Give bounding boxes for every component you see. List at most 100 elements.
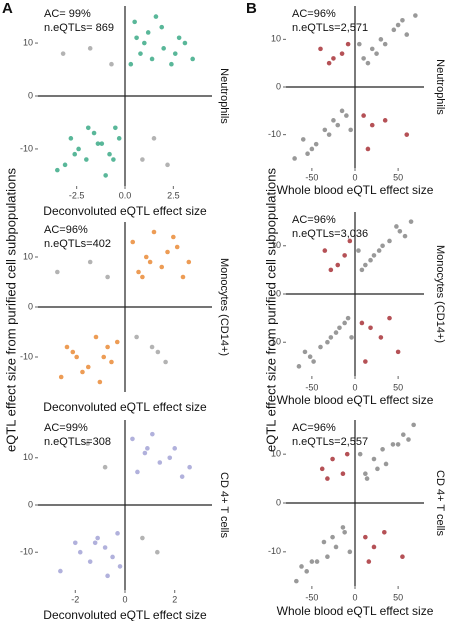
point [363, 262, 368, 268]
point [135, 469, 140, 475]
point [105, 344, 110, 350]
point [292, 156, 297, 161]
y-tick-label: 0 [28, 301, 33, 311]
point [77, 549, 83, 555]
annotation: AC=96% [292, 8, 336, 20]
annotation: n.eQTLs=2,571 [292, 22, 368, 34]
point [159, 24, 165, 30]
point [153, 14, 159, 19]
point [55, 167, 60, 173]
point [76, 146, 81, 152]
point [60, 51, 66, 56]
point [95, 535, 100, 541]
y-tick-label: 10 [271, 34, 281, 44]
point [134, 334, 139, 340]
point [376, 248, 382, 253]
y-tick-label: 10 [271, 240, 281, 250]
point [402, 233, 408, 239]
x-tick-label: 2 [172, 594, 177, 604]
point [349, 335, 354, 340]
point [309, 559, 315, 564]
point [328, 267, 334, 273]
point [311, 359, 316, 364]
point [95, 141, 101, 146]
point [340, 525, 346, 530]
point [318, 46, 323, 52]
annotation: AC=96% [292, 214, 336, 226]
point [404, 32, 410, 37]
point [345, 315, 351, 321]
point [114, 339, 120, 345]
x-tick-label: 0 [352, 592, 357, 602]
point [325, 339, 330, 345]
annotation: n.eQTLs=3,036 [292, 228, 368, 240]
point [406, 437, 411, 442]
point [380, 446, 385, 452]
point [382, 118, 388, 123]
point [165, 249, 170, 255]
point [335, 122, 341, 128]
point [325, 476, 330, 481]
point [394, 224, 399, 229]
point [314, 559, 320, 564]
point [380, 243, 385, 249]
y-tick-label: -10 [20, 143, 33, 153]
y-tick-label: 10 [23, 251, 33, 261]
y-axis-label: eQTL effect size from purified cell subp… [263, 168, 278, 452]
point [109, 61, 114, 67]
point [382, 529, 387, 535]
point [186, 259, 192, 265]
y-tick-label: -10 [268, 337, 281, 347]
x-tick-label: 2.5 [167, 190, 180, 200]
point [395, 442, 401, 447]
point [344, 451, 350, 457]
point [150, 431, 155, 437]
point [117, 564, 123, 569]
point [325, 554, 330, 560]
point [85, 441, 91, 446]
point [58, 568, 63, 574]
point [179, 474, 185, 479]
point [411, 422, 416, 428]
point [105, 274, 110, 280]
point [337, 325, 342, 331]
point [151, 229, 157, 235]
panel-title: Monocytes (CD14+) [434, 245, 446, 343]
point [87, 46, 93, 51]
point [80, 369, 85, 375]
point [347, 238, 353, 244]
x-tick-label: 50 [393, 172, 403, 182]
point [55, 269, 60, 275]
point [318, 344, 323, 350]
panel-title: CD 4+ T cells [434, 470, 446, 536]
point [348, 127, 353, 133]
annotation: n.eQTLs= 869 [44, 22, 114, 34]
point [374, 51, 379, 56]
x-tick-label: -50 [305, 172, 318, 182]
point [87, 259, 93, 265]
point [151, 136, 157, 141]
x-axis-label: Whole blood eQTL effect size [277, 183, 434, 197]
point [382, 41, 388, 47]
point [309, 146, 315, 152]
point [368, 325, 373, 331]
point [155, 349, 161, 355]
x-axis-label: Whole blood eQTL effect size [277, 604, 434, 618]
point [149, 344, 155, 350]
point [378, 335, 384, 340]
point [333, 544, 339, 550]
point [103, 173, 108, 178]
point [342, 320, 347, 326]
point [390, 442, 396, 447]
point [99, 141, 105, 146]
point [105, 573, 110, 579]
point [143, 254, 149, 260]
point [401, 432, 406, 437]
y-tick-label: 0 [276, 288, 281, 298]
point [182, 40, 188, 46]
point [363, 534, 368, 540]
point [322, 127, 328, 133]
point [357, 451, 363, 457]
point [111, 157, 116, 162]
